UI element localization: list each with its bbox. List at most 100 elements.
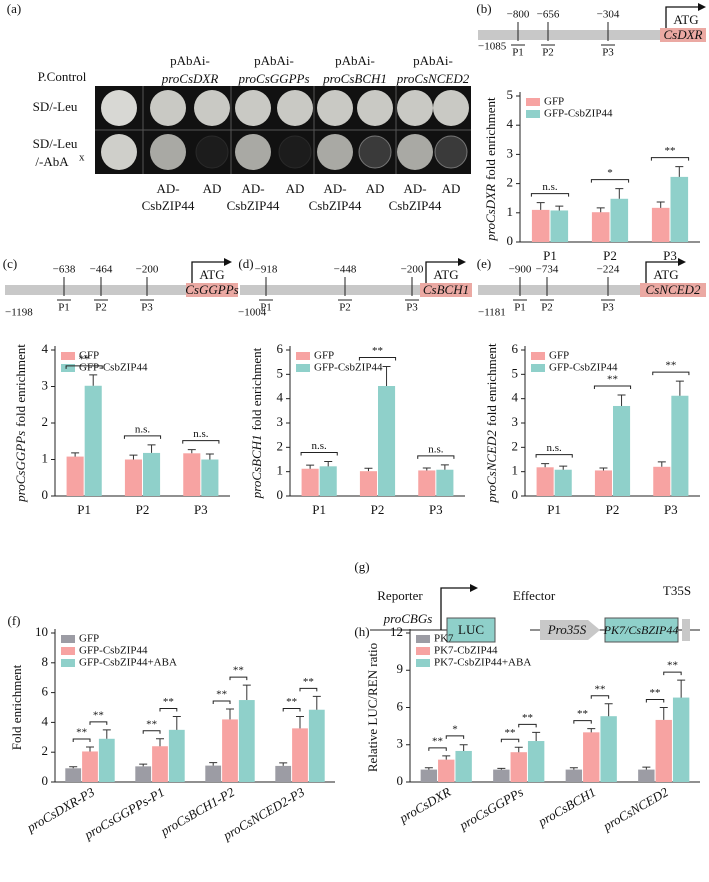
bar [591,212,610,242]
atg-arrow [645,261,678,283]
x-tick-label: P1 [77,502,91,517]
bar [152,746,168,782]
bar [613,405,631,496]
significance-label: ** [667,660,678,672]
gene-box [660,28,706,42]
row-label: /-AbA [35,154,69,169]
bar [670,176,689,242]
error-bar [312,695,321,710]
empty-vector-label: AD [203,181,222,196]
significance-line [212,700,231,704]
pro35s-arrow [540,620,600,640]
x-tick-label: proCsDXR [396,784,453,826]
x-tick-label: P2 [603,248,617,263]
y-tick-label: 10 [35,624,48,639]
y-tick-label: 2 [42,414,49,429]
luc-label: LUC [458,622,484,637]
yeast-spot [101,134,137,170]
construct-name: proCsDXR [161,71,219,86]
error-bar [596,207,605,213]
significance-line [663,671,682,676]
y-axis-label: proCsGGPPs fold enrichment [13,344,28,503]
significance-label: ** [216,689,227,701]
control-label: P.Control [38,69,87,84]
error-bar [242,684,251,701]
yeast-spot [101,90,137,126]
bar [359,471,377,496]
gene-name: CsBCH1 [423,282,469,297]
bar [638,769,655,782]
significance-label: ** [650,687,661,699]
y-tick-label: 12 [390,624,403,639]
panel-label: (e) [477,256,491,271]
error-bar [514,746,523,753]
legend-label: GFP [79,633,99,645]
y-axis-label-text: fold enrichment [249,347,264,430]
significance-label: ** [76,727,87,739]
promoter-bar [5,285,186,295]
error-bar [555,205,564,211]
legend-swatch [61,364,75,372]
region-label: P2 [95,302,107,314]
y-tick-label: 1 [512,463,519,478]
promoter-arrow [440,587,470,630]
error-bar [587,728,596,733]
region-label: P2 [339,302,351,314]
start-position: −1181 [478,307,506,319]
significance-line [500,738,520,743]
error-bar [71,452,80,457]
site-position: −200 [136,264,159,276]
bar [565,769,583,782]
reporter-label: Reporter [377,588,423,603]
yeast-spot [150,134,186,170]
significance-label: n.s. [428,443,444,455]
significance-label: ** [577,708,588,720]
legend-label: GFP-CsbZIP44 [79,362,148,374]
legend-swatch [531,364,545,372]
x-tick-label: proCsNCED2 [600,784,672,834]
y-tick-label: 8 [42,654,49,669]
error-bar [541,463,550,468]
x-tick-label: P3 [663,248,677,263]
bar [651,207,670,242]
y-tick-label: 1 [507,204,514,219]
atg-arrowhead [458,258,466,266]
y-tick-label: 0 [507,233,514,248]
y-tick-label: 5 [277,365,284,380]
error-bar [675,380,684,396]
y-axis-label: Relative LUC/REN ratio [365,643,380,772]
y-axis-label-italic: proCsDXR [483,184,498,242]
y-axis-label-text: Relative LUC/REN ratio [365,643,380,772]
y-axis-label-text: fold enrichment [484,343,499,426]
bar [98,738,115,782]
bar [653,466,671,496]
error-bar [599,467,608,471]
legend-label: GFP-CsbZIP44 [544,108,613,120]
atg-arrowhead [678,258,686,266]
atg-label: ATG [653,267,678,282]
x-tick-label: proCsBCH1 [535,784,599,829]
error-bar [459,744,468,751]
terminator-box [682,619,690,641]
y-tick-label: 4 [512,390,519,405]
bar [550,210,569,242]
y-tick-label: 4 [507,116,514,131]
start-position: −1004 [238,307,267,319]
yeast-spot [194,90,230,126]
significance-line [282,707,301,712]
legend-swatch [61,647,75,655]
bar [527,741,545,782]
atg-arrow [665,6,698,28]
bar [436,469,454,496]
significance-line [65,365,103,369]
pro35s-label: Pro35S [547,622,587,637]
legend-label: GFP [314,350,334,362]
bar [65,768,82,782]
error-bar [102,729,111,739]
legend-label: PK7 [434,633,454,645]
significance-line [358,357,397,361]
start-position: −1085 [478,41,507,53]
region-label: P2 [541,302,553,314]
y-tick-label: 6 [277,341,284,356]
